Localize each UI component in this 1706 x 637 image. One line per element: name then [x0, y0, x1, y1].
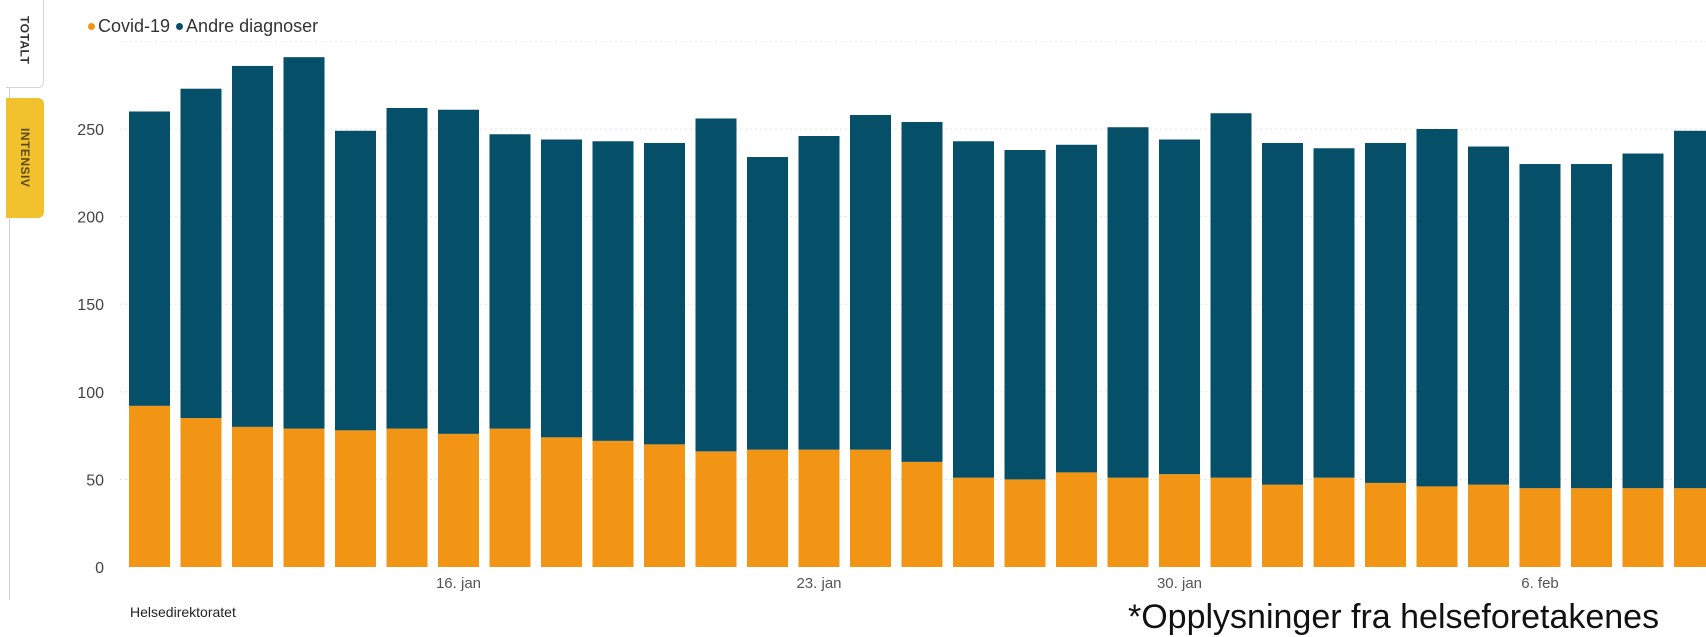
bar-andre-diagnoser — [644, 143, 685, 445]
bar-andre-diagnoser — [1313, 148, 1355, 478]
bar-covid-19 — [798, 449, 840, 567]
bar-covid-19 — [1313, 477, 1355, 567]
bar-andre-diagnoser — [1210, 113, 1252, 478]
bar-covid-19 — [1262, 484, 1303, 567]
y-tick-label: 200 — [77, 210, 104, 227]
y-tick-label: 100 — [77, 385, 104, 402]
bar-andre-diagnoser — [850, 114, 891, 450]
x-tick-label: 16. jan — [436, 575, 481, 592]
tab-intensiv-label: INTENSIV — [18, 128, 32, 188]
tab-intensiv[interactable]: INTENSIV — [6, 98, 44, 218]
bar-covid-19 — [850, 449, 891, 567]
bar-andre-diagnoser — [1004, 150, 1046, 480]
bar-covid-19 — [232, 426, 273, 567]
bar-covid-19 — [1365, 482, 1406, 567]
bar-covid-19 — [438, 433, 479, 567]
bar-andre-diagnoser — [489, 134, 531, 429]
bar-andre-diagnoser — [129, 111, 170, 406]
bar-andre-diagnoser — [747, 157, 788, 450]
bar-covid-19 — [1674, 488, 1706, 567]
legend-item-andre[interactable]: Andre diagnoser — [176, 16, 318, 37]
bar-andre-diagnoser — [953, 141, 994, 478]
y-tick-label: 50 — [86, 472, 104, 489]
bar-andre-diagnoser — [1468, 146, 1509, 485]
x-tick-label: 6. feb — [1521, 575, 1559, 592]
bar-andre-diagnoser — [1416, 129, 1458, 487]
bar-covid-19 — [695, 451, 737, 567]
bar-covid-19 — [1416, 486, 1458, 567]
bar-covid-19 — [644, 444, 685, 567]
bar-andre-diagnoser — [1262, 143, 1303, 485]
bar-andre-diagnoser — [283, 57, 325, 429]
source-label: Helsedirektoratet — [130, 604, 236, 620]
stacked-bar-chart: 0 50 100 150 200 250 16. jan 23. jan 30. jan 6. f… — [77, 40, 1706, 592]
bar-covid-19 — [1571, 488, 1612, 567]
bar-covid-19 — [489, 428, 531, 567]
x-tick-label: 30. jan — [1157, 575, 1202, 592]
bar-andre-diagnoser — [180, 88, 222, 419]
bar-andre-diagnoser — [901, 121, 943, 462]
bar-andre-diagnoser — [232, 65, 273, 427]
tab-totalt[interactable]: TOTALT — [6, 0, 44, 88]
bar-andre-diagnoser — [695, 118, 737, 452]
bar-covid-19 — [1622, 488, 1664, 567]
bar-andre-diagnoser — [438, 109, 479, 434]
side-tab-bar: TOTALT INTENSIV — [0, 0, 44, 600]
bar-covid-19 — [283, 428, 325, 567]
bar-andre-diagnoser — [1519, 164, 1561, 489]
bar-covid-19 — [592, 440, 634, 567]
bar-covid-19 — [541, 437, 582, 567]
bar-andre-diagnoser — [1622, 153, 1664, 489]
bar-covid-19 — [953, 477, 994, 567]
bar-covid-19 — [335, 430, 376, 567]
chart-legend: Covid-19 Andre diagnoser — [88, 16, 318, 37]
bar-covid-19 — [901, 461, 943, 567]
bar-andre-diagnoser — [798, 136, 840, 450]
bar-andre-diagnoser — [1674, 130, 1706, 489]
bar-covid-19 — [1159, 474, 1200, 567]
bar-covid-19 — [1468, 484, 1509, 567]
legend-dot-covid — [88, 23, 95, 30]
y-tick-label: 0 — [95, 560, 104, 577]
legend-dot-andre — [176, 23, 184, 30]
bar-andre-diagnoser — [1056, 144, 1097, 473]
legend-label-andre: Andre diagnoser — [186, 16, 319, 36]
y-tick-label: 150 — [77, 297, 104, 314]
bar-andre-diagnoser — [592, 141, 634, 441]
footnote: *Opplysninger fra helseforetakenes — [1128, 598, 1660, 636]
bar-andre-diagnoser — [1159, 139, 1200, 475]
bar-covid-19 — [386, 428, 428, 567]
bar-covid-19 — [1519, 488, 1561, 567]
legend-label-covid: Covid-19 — [98, 16, 171, 36]
legend-item-covid[interactable]: Covid-19 — [88, 16, 170, 37]
bar-andre-diagnoser — [1571, 164, 1612, 489]
bar-covid-19 — [129, 405, 170, 567]
side-divider — [9, 0, 10, 600]
bar-andre-diagnoser — [1365, 143, 1406, 483]
bar-covid-19 — [747, 449, 788, 567]
bar-covid-19 — [1056, 472, 1097, 567]
bar-covid-19 — [1210, 477, 1252, 567]
x-tick-label: 23. jan — [796, 575, 841, 592]
tab-totalt-label: TOTALT — [17, 15, 32, 65]
bar-covid-19 — [180, 418, 222, 567]
bar-covid-19 — [1004, 479, 1046, 567]
bar-andre-diagnoser — [335, 130, 376, 431]
bar-andre-diagnoser — [386, 107, 428, 429]
bar-andre-diagnoser — [1107, 127, 1149, 478]
bar-andre-diagnoser — [541, 139, 582, 438]
y-tick-label: 250 — [77, 122, 104, 139]
bar-covid-19 — [1107, 477, 1149, 567]
